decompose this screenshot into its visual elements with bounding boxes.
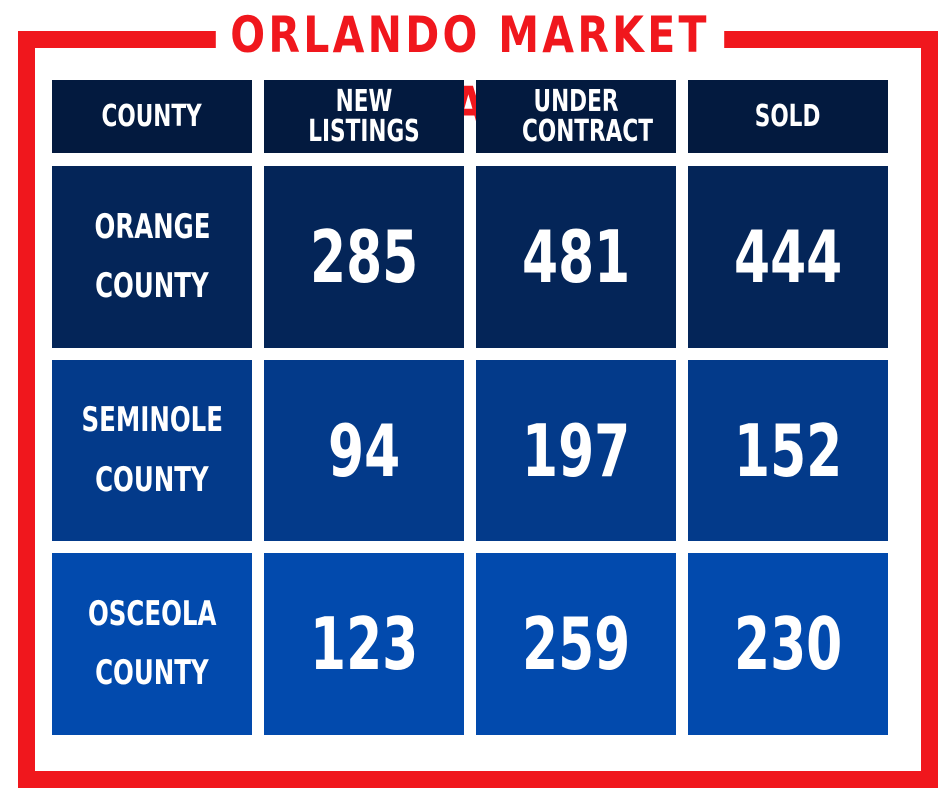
header-county: COUNTY: [52, 80, 252, 153]
value-under-contract-seminole: 197: [476, 360, 676, 541]
value-sold-seminole: 152: [688, 360, 888, 541]
header-sold: SOLD: [688, 80, 888, 153]
page-title: ORLANDO MARKET STATS: [215, 0, 725, 134]
county-osceola: OSCEOLA COUNTY: [52, 553, 252, 735]
value-sold-orange: 444: [688, 166, 888, 348]
value-sold-osceola: 230: [688, 553, 888, 735]
value-new-listings-orange: 285: [264, 166, 464, 348]
value-new-listings-osceola: 123: [264, 553, 464, 735]
header-new-listings: NEW LISTINGS: [264, 80, 464, 153]
county-seminole: SEMINOLE COUNTY: [52, 360, 252, 541]
county-orange: ORANGE COUNTY: [52, 166, 252, 348]
value-new-listings-seminole: 94: [264, 360, 464, 541]
header-under-contract: UNDER CONTRACT: [476, 80, 676, 153]
value-under-contract-orange: 481: [476, 166, 676, 348]
value-under-contract-osceola: 259: [476, 553, 676, 735]
